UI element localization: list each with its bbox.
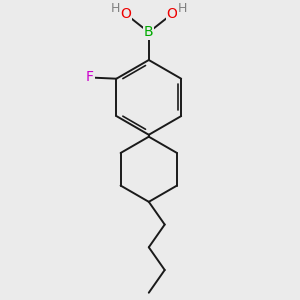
Text: H: H [178,2,187,15]
Text: H: H [110,2,120,15]
Text: B: B [144,25,154,39]
Text: F: F [86,70,94,85]
Text: O: O [166,7,177,21]
Text: O: O [120,7,131,21]
